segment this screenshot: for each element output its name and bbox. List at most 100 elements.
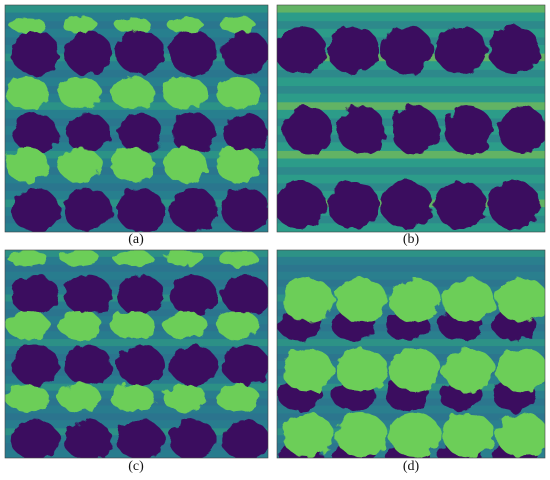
caption: (c) (128, 459, 144, 474)
blob-layer (5, 250, 268, 458)
texture-stripe (277, 167, 545, 175)
blob (277, 181, 326, 229)
blob (61, 17, 98, 33)
blob (116, 420, 165, 458)
blob (116, 188, 165, 232)
panel-border (276, 249, 546, 459)
blob (118, 113, 163, 153)
blob (283, 106, 332, 154)
blob (442, 413, 495, 457)
blob (442, 278, 495, 322)
blob (11, 345, 60, 385)
blob (63, 275, 112, 315)
blob (163, 77, 208, 109)
blob (110, 148, 155, 182)
blob (11, 188, 60, 232)
blob (110, 311, 155, 339)
blob-layer (277, 26, 545, 229)
blob (335, 348, 388, 392)
blob (223, 113, 268, 153)
blob (335, 413, 388, 457)
texture-stripe (277, 86, 545, 94)
blob (488, 181, 541, 229)
blob (13, 113, 58, 153)
blob (65, 113, 110, 153)
blob (281, 413, 334, 457)
blob (11, 275, 60, 315)
blob (434, 26, 487, 74)
blob (57, 148, 102, 182)
blob-layer (5, 17, 268, 232)
texture-stripe (277, 339, 545, 347)
blob (389, 413, 441, 457)
blob (116, 31, 165, 75)
blob (389, 348, 441, 392)
blob (167, 17, 204, 33)
blob (281, 278, 334, 322)
blob (59, 250, 100, 266)
blob (434, 181, 487, 229)
texture-stripe (277, 250, 545, 257)
blob (215, 384, 260, 412)
blob (277, 26, 326, 74)
blob (281, 348, 334, 392)
blob (110, 77, 155, 109)
blob (112, 250, 153, 266)
texture-stripe (5, 183, 268, 191)
texture-stripe (5, 413, 268, 421)
blob (116, 275, 165, 315)
blob (335, 278, 388, 322)
blob (217, 250, 258, 266)
blob (381, 181, 433, 229)
blob (9, 17, 46, 33)
blob (63, 420, 112, 458)
blob (215, 148, 260, 182)
texture-stripe (5, 264, 268, 272)
blob (5, 77, 50, 109)
blob (63, 31, 112, 75)
texture-stripe (277, 21, 545, 29)
blob (169, 31, 218, 75)
blob (116, 345, 165, 385)
blob (496, 413, 545, 457)
panel-border (4, 4, 269, 233)
blob (444, 106, 493, 154)
blob (221, 31, 268, 75)
blob (165, 250, 206, 266)
blob (219, 17, 256, 33)
blob (171, 113, 216, 153)
blob (163, 148, 208, 182)
blob (221, 188, 268, 232)
blob (381, 26, 433, 74)
blob (496, 278, 545, 322)
blob-layer (277, 278, 545, 458)
blob (5, 311, 50, 339)
blob (63, 188, 112, 232)
blob (163, 311, 208, 339)
blob (442, 348, 495, 392)
texture-stripe (5, 5, 268, 13)
blob (498, 106, 545, 154)
panel-border (276, 4, 546, 233)
blob (11, 31, 60, 75)
blob (327, 181, 380, 229)
blob (169, 188, 218, 232)
blob (7, 250, 48, 266)
blob (221, 275, 268, 315)
image-panel (5, 5, 268, 232)
blob (215, 77, 260, 109)
caption: (b) (403, 232, 420, 247)
blob (11, 420, 60, 458)
blob (114, 17, 151, 33)
caption: (d) (403, 459, 420, 474)
blob (57, 311, 102, 339)
image-panel (277, 250, 545, 458)
blob (57, 77, 102, 109)
blob (169, 345, 218, 385)
blob (488, 26, 541, 74)
blob (327, 26, 380, 74)
texture-stripe (277, 102, 545, 110)
blob (63, 345, 112, 385)
texture-stripe (277, 5, 545, 13)
